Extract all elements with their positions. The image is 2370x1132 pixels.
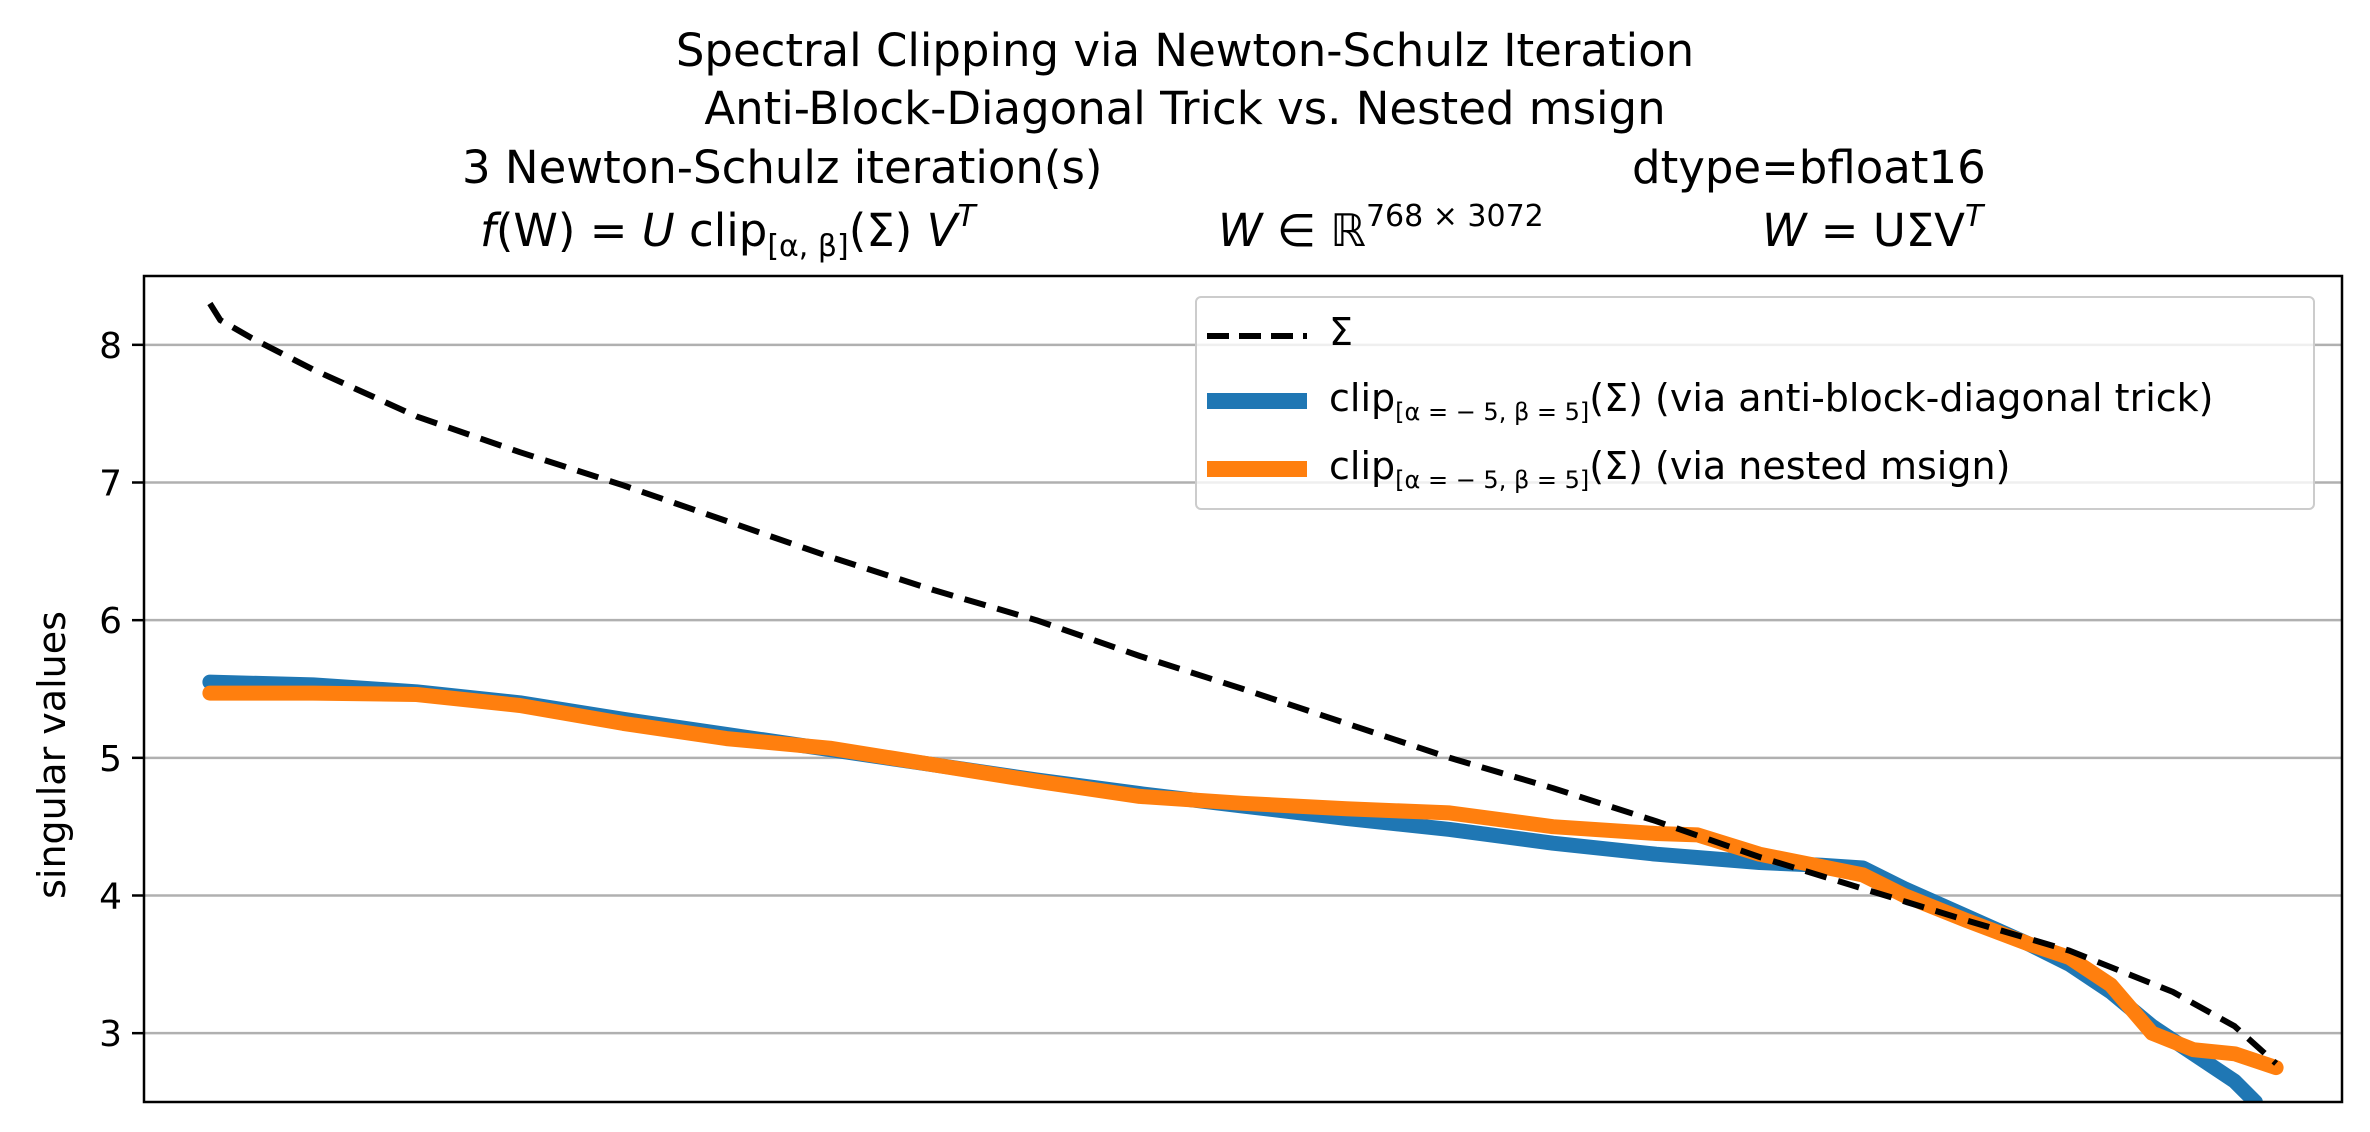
plot-frame [142,274,2344,1104]
chart-title-line-1: Spectral Clipping via Newton-Schulz Iter… [675,24,1695,77]
legend: Σ clip[α = − 5, β = 5](Σ) (via anti-bloc… [1195,296,2315,510]
y-ticks: 3 4 5 6 7 8 [99,326,144,1055]
formula-f: f(W) = U clip[α, β](Σ) VT [480,199,976,264]
legend-item-nested: clip[α = − 5, β = 5](Σ) (via nested msig… [1197,438,2313,498]
y-tick-label-7: 7 [99,464,122,505]
formula-w-domain: W ∈ ℝ768 × 3072 [1218,199,1544,257]
series-line-nested [202,685,2284,1076]
legend-label-anti-block: clip[α = − 5, β = 5](Σ) (via anti-block-… [1329,376,2214,426]
legend-swatch-nested [1207,461,1307,477]
series-line-anti-block [202,674,2263,1102]
y-axis-label: singular values [30,611,74,899]
formula-svd: W = UΣVT [1762,199,1984,257]
y-tick-label-4: 4 [99,877,122,918]
iterations-label: 3 Newton-Schulz iteration(s) [462,141,1103,194]
legend-label-sigma: Σ [1329,310,1354,354]
legend-swatch-anti-block [1207,393,1307,409]
dtype-label: dtype=bfloat16 [1632,141,1986,194]
series-line-sigma [207,301,2279,1066]
chart-title-line-2: Anti-Block-Diagonal Trick vs. Nested msi… [704,82,1666,135]
legend-swatch-sigma [1207,333,1307,339]
y-tick-label-6: 6 [99,601,122,642]
legend-label-nested: clip[α = − 5, β = 5](Σ) (via nested msig… [1329,444,2011,494]
y-tick-label-5: 5 [99,739,122,780]
legend-item-anti-block: clip[α = − 5, β = 5](Σ) (via anti-block-… [1197,370,2313,430]
y-tick-label-3: 3 [99,1014,122,1055]
y-tick-label-8: 8 [99,326,122,367]
series-lines [202,301,2284,1102]
legend-item-sigma: Σ [1197,304,2313,364]
